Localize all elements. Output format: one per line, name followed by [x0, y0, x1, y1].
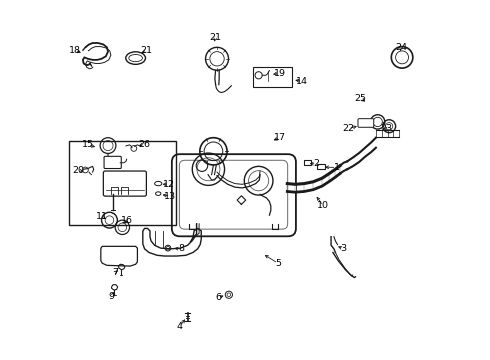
Text: 21: 21 [210, 33, 221, 42]
FancyBboxPatch shape [103, 171, 147, 196]
FancyBboxPatch shape [104, 156, 122, 168]
Text: 2: 2 [314, 159, 319, 168]
Text: 10: 10 [317, 201, 329, 210]
Text: 3: 3 [341, 244, 347, 253]
Text: 14: 14 [296, 77, 308, 86]
Text: 16: 16 [122, 216, 133, 225]
FancyBboxPatch shape [358, 119, 374, 127]
Text: 4: 4 [177, 322, 183, 331]
Text: 21: 21 [140, 46, 152, 55]
Text: 7: 7 [112, 268, 118, 277]
Text: 5: 5 [275, 259, 281, 268]
Text: 18: 18 [69, 46, 81, 55]
Text: 6: 6 [215, 293, 221, 302]
Bar [253, 67, 293, 87]
Text: 24: 24 [395, 43, 407, 52]
Text: 22: 22 [343, 124, 354, 133]
Text: 9: 9 [109, 292, 115, 301]
Text: 12: 12 [163, 180, 175, 189]
Text: 26: 26 [138, 140, 150, 149]
Text: 11: 11 [96, 212, 108, 221]
FancyBboxPatch shape [172, 154, 296, 236]
Text: 23: 23 [381, 124, 392, 133]
Text: 17: 17 [274, 133, 286, 142]
Text: 19: 19 [273, 69, 286, 78]
Text: 20: 20 [72, 166, 84, 175]
Text: 8: 8 [178, 244, 184, 253]
Text: 25: 25 [354, 94, 367, 103]
Text: 15: 15 [82, 140, 94, 149]
Text: 1: 1 [334, 163, 340, 172]
Bar [317, 163, 324, 169]
Bar [304, 160, 311, 165]
Text: 13: 13 [164, 192, 176, 201]
Bar [69, 140, 176, 225]
